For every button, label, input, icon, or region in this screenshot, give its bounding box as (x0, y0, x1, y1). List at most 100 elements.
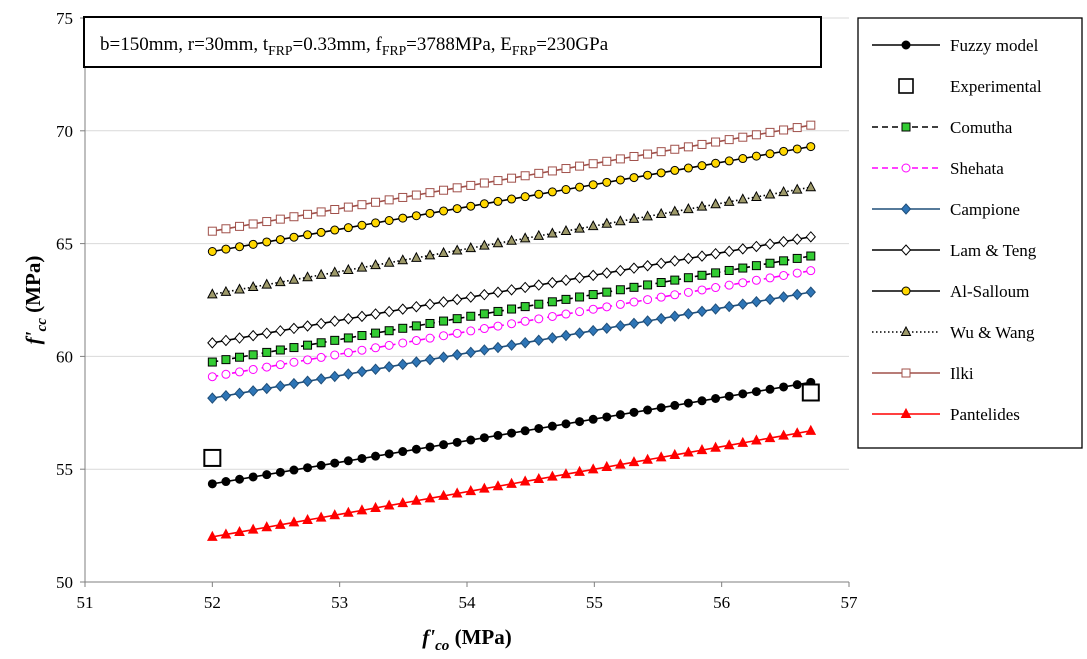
data-point-lam-and-teng (275, 325, 286, 337)
data-point-comutha (303, 340, 313, 350)
data-point-wu-and-wang (533, 229, 545, 240)
data-point-lam-and-teng (547, 276, 558, 289)
data-point-shehata (425, 333, 435, 343)
legend: Fuzzy model Experimental Comutha Shehata Cam… (857, 17, 1083, 449)
data-point-lam-and-teng (397, 303, 408, 315)
data-point-lam-and-teng (234, 332, 245, 344)
data-point-campione (261, 382, 272, 395)
x-axis-title: f'co (MPa) (422, 625, 511, 654)
data-point-wu-and-wang (805, 181, 817, 192)
data-point-wu-and-wang (547, 227, 558, 238)
data-point-al-salloum (806, 142, 816, 152)
data-point-ilki (262, 217, 272, 227)
data-point-fuzzy-model (711, 393, 721, 403)
data-point-campione (656, 312, 667, 325)
x-tick-label: 53 (331, 593, 348, 612)
data-point-comutha (547, 297, 557, 307)
legend-label: Lam & Teng (950, 241, 1037, 260)
data-point-al-salloum (262, 237, 272, 247)
data-point-pantelides (247, 523, 259, 534)
data-point-campione (683, 308, 694, 320)
data-point-comutha (357, 331, 367, 341)
legend-label: Campione (950, 200, 1020, 219)
data-point-al-salloum (520, 192, 530, 202)
data-point-al-salloum (575, 182, 585, 192)
data-point-shehata (439, 331, 449, 341)
legend-marker (900, 203, 912, 215)
legend-marker (901, 163, 911, 173)
data-point-pantelides (451, 487, 463, 498)
data-point-lam-and-teng (411, 300, 422, 313)
data-point-fuzzy-model (792, 380, 802, 390)
data-point-comutha (575, 292, 585, 302)
data-point-al-salloum (534, 189, 544, 199)
data-point-campione (343, 368, 354, 380)
legend-item-lam-and-teng: Lam & Teng (872, 241, 1037, 260)
data-point-shehata (547, 311, 557, 321)
data-point-pantelides (655, 451, 667, 462)
data-point-shehata (357, 345, 367, 355)
data-point-ilki (507, 173, 517, 183)
plot-area (84, 17, 849, 583)
parameter-annotation: b=150mm, r=30mm, tFRP=0.33mm, fFRP=3788M… (100, 34, 609, 58)
data-point-al-salloum (683, 163, 693, 173)
data-point-campione (669, 310, 680, 322)
data-point-ilki (479, 178, 489, 188)
data-point-shehata (724, 280, 734, 290)
data-point-shehata (738, 278, 748, 288)
data-point-lam-and-teng (383, 305, 395, 318)
data-point-pantelides (207, 530, 218, 541)
data-point-lam-and-teng (315, 317, 327, 330)
data-point-campione (438, 351, 449, 363)
data-point-lam-and-teng (683, 252, 694, 265)
data-point-al-salloum (751, 151, 761, 161)
data-point-campione (465, 346, 476, 359)
data-point-ilki (235, 221, 245, 231)
data-point-comutha (520, 302, 530, 312)
data-point-wu-and-wang (683, 203, 694, 214)
data-point-ilki (371, 197, 381, 207)
data-point-fuzzy-model (751, 387, 761, 397)
data-point-ilki (806, 120, 816, 130)
data-point-shehata (411, 336, 421, 346)
data-point-comutha (697, 270, 707, 280)
data-point-wu-and-wang (764, 188, 776, 199)
data-point-ilki (534, 168, 544, 178)
data-point-al-salloum (425, 208, 435, 218)
data-point-fuzzy-model (439, 440, 449, 450)
data-point-comutha (439, 316, 449, 326)
data-point-fuzzy-model (547, 421, 557, 431)
data-point-al-salloum (738, 154, 748, 164)
data-point-shehata (615, 299, 625, 309)
data-point-shehata (643, 295, 653, 305)
data-point-ilki (316, 207, 326, 217)
data-point-comutha (207, 357, 217, 367)
data-point-shehata (262, 362, 272, 372)
data-point-comutha (751, 261, 761, 271)
data-point-shehata (343, 348, 353, 358)
data-point-pantelides (315, 511, 327, 522)
data-point-pantelides (220, 528, 232, 539)
data-point-shehata (330, 350, 340, 360)
data-point-lam-and-teng (628, 262, 640, 274)
data-point-campione (615, 320, 626, 332)
data-point-shehata (575, 307, 585, 317)
data-point-comutha (248, 350, 258, 360)
data-point-fuzzy-model (520, 426, 530, 436)
data-point-ilki (615, 154, 625, 164)
data-point-ilki (561, 164, 571, 174)
data-point-shehata (371, 343, 381, 353)
data-point-comutha (643, 280, 653, 290)
legend-marker (901, 286, 911, 296)
data-point-comutha (343, 333, 353, 343)
legend-marker (900, 244, 912, 256)
data-point-fuzzy-model (738, 389, 748, 399)
data-point-campione (288, 377, 300, 390)
data-point-fuzzy-model (398, 447, 408, 457)
tick-layer: 50 55 60 65 70 75 51 52 53 54 55 56 57 (56, 9, 858, 612)
data-point-campione (778, 291, 789, 303)
x-tick-label: 54 (459, 593, 477, 612)
data-point-lam-and-teng (751, 240, 762, 253)
data-point-fuzzy-model (724, 391, 734, 401)
data-point-comutha (507, 304, 517, 314)
